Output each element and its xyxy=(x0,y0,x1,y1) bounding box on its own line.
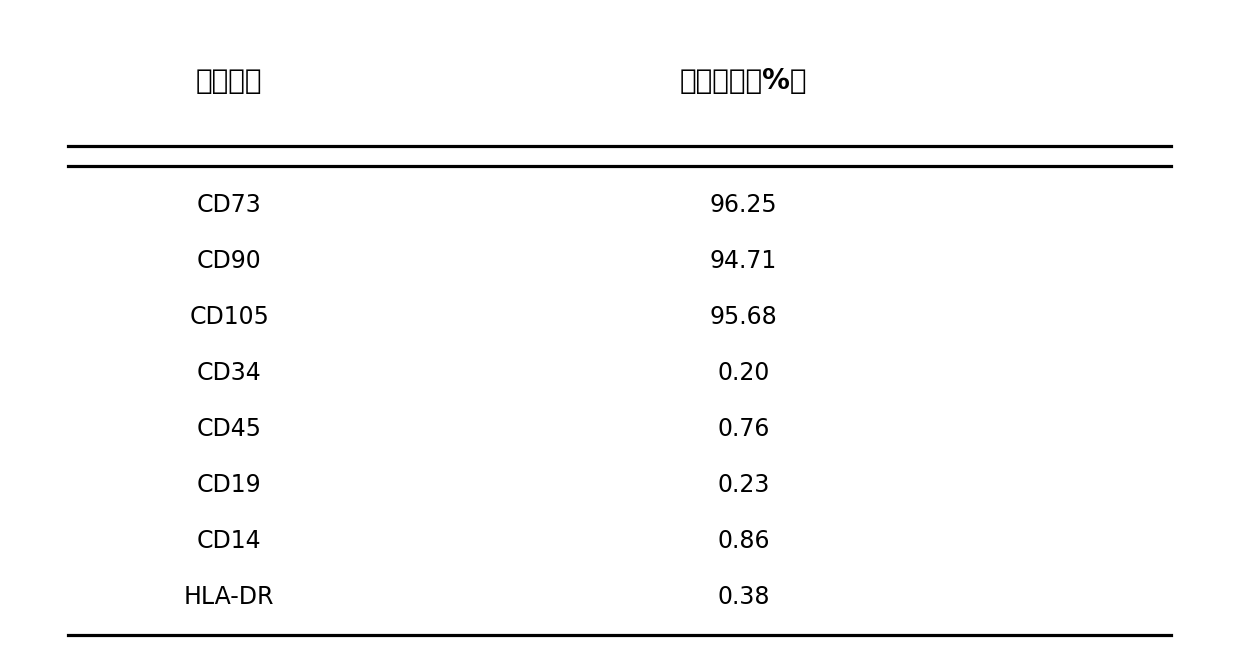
Text: CD105: CD105 xyxy=(190,305,269,329)
Text: CD45: CD45 xyxy=(197,417,261,441)
Text: 表面标志: 表面标志 xyxy=(196,67,263,96)
Text: 94.71: 94.71 xyxy=(710,249,777,273)
Text: 95.68: 95.68 xyxy=(710,305,777,329)
Text: 0.23: 0.23 xyxy=(717,473,769,497)
Text: 0.38: 0.38 xyxy=(717,585,769,609)
Text: 0.20: 0.20 xyxy=(717,361,769,385)
Text: CD90: CD90 xyxy=(197,249,261,273)
Text: CD73: CD73 xyxy=(197,193,261,217)
Text: HLA-DR: HLA-DR xyxy=(183,585,275,609)
Text: 0.86: 0.86 xyxy=(717,529,769,553)
Text: CD19: CD19 xyxy=(197,473,261,497)
Text: CD14: CD14 xyxy=(197,529,261,553)
Text: 阳性比例（%）: 阳性比例（%） xyxy=(680,67,807,96)
Text: 0.76: 0.76 xyxy=(717,417,769,441)
Text: CD34: CD34 xyxy=(197,361,261,385)
Text: 96.25: 96.25 xyxy=(710,193,777,217)
